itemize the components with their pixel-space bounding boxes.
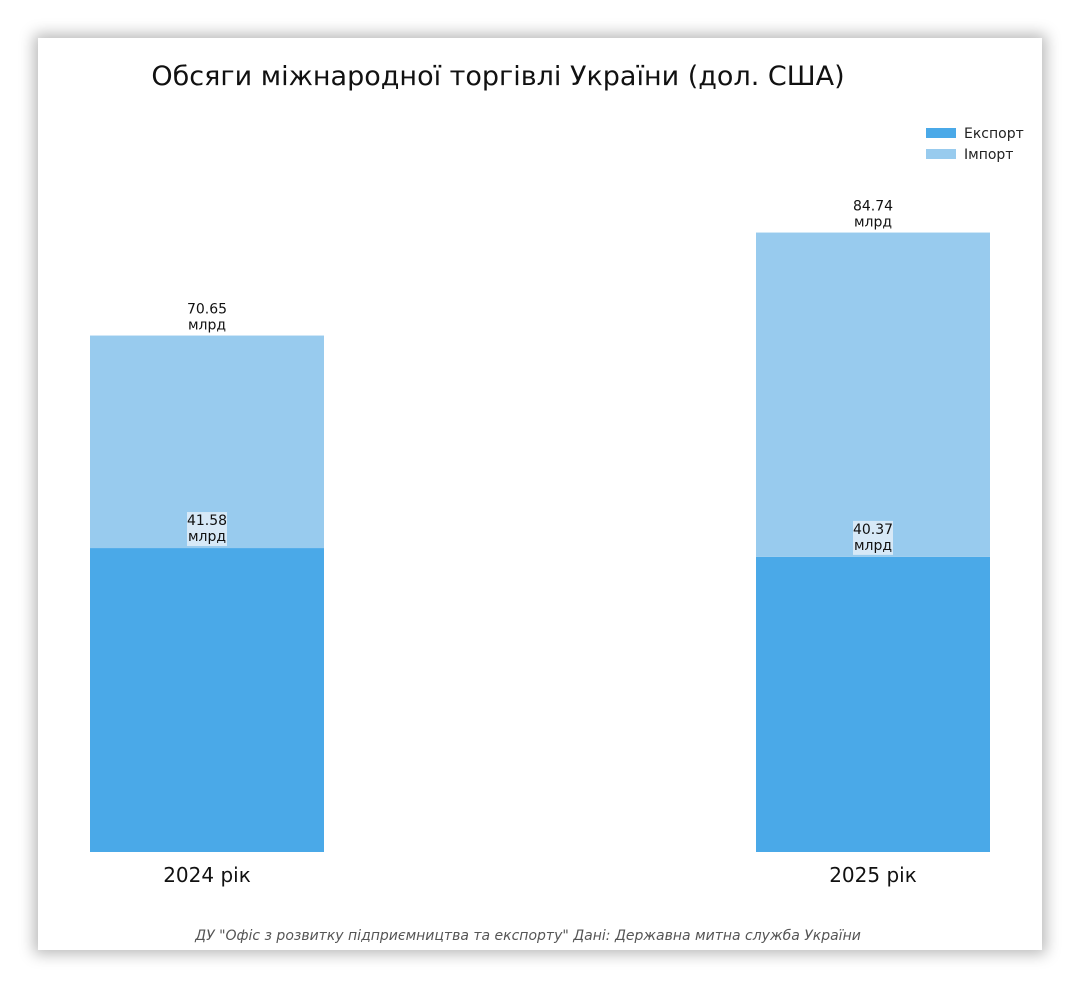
legend-swatch-export xyxy=(926,128,956,138)
unit-label-export-2024: млрд xyxy=(188,529,226,545)
unit-label-total-2025: млрд xyxy=(854,215,892,231)
chart-card: Обсяги міжнародної торгівлі України (дол… xyxy=(38,38,1042,950)
legend-label-export: Експорт xyxy=(964,126,1024,142)
bar-export-2024 xyxy=(90,548,324,852)
chart-title: Обсяги міжнародної торгівлі України (дол… xyxy=(151,61,844,92)
value-label-total-2024: 70.65 xyxy=(187,302,227,318)
legend: Експорт Імпорт xyxy=(926,126,1024,163)
legend-swatch-import xyxy=(926,149,956,159)
bar-export-2025 xyxy=(756,556,990,852)
category-label-2025: 2025 рік xyxy=(829,863,917,887)
value-label-export-2024: 41.58 xyxy=(187,513,227,529)
source-note: ДУ "Офіс з розвитку підприємництва та ек… xyxy=(194,928,861,944)
label-box-export-2024 xyxy=(187,512,227,547)
bars-group xyxy=(90,232,990,852)
unit-label-export-2025: млрд xyxy=(854,538,892,554)
legend-label-import: Імпорт xyxy=(964,147,1013,163)
trade-volume-chart: Обсяги міжнародної торгівлі України (дол… xyxy=(90,61,1024,944)
category-label-2024: 2024 рік xyxy=(163,863,251,887)
value-label-total-2025: 84.74 xyxy=(853,199,893,215)
bar-import-2025 xyxy=(756,232,990,557)
unit-label-total-2024: млрд xyxy=(188,318,226,334)
label-box-export-2025 xyxy=(853,520,893,555)
value-label-export-2025: 40.37 xyxy=(853,522,893,538)
